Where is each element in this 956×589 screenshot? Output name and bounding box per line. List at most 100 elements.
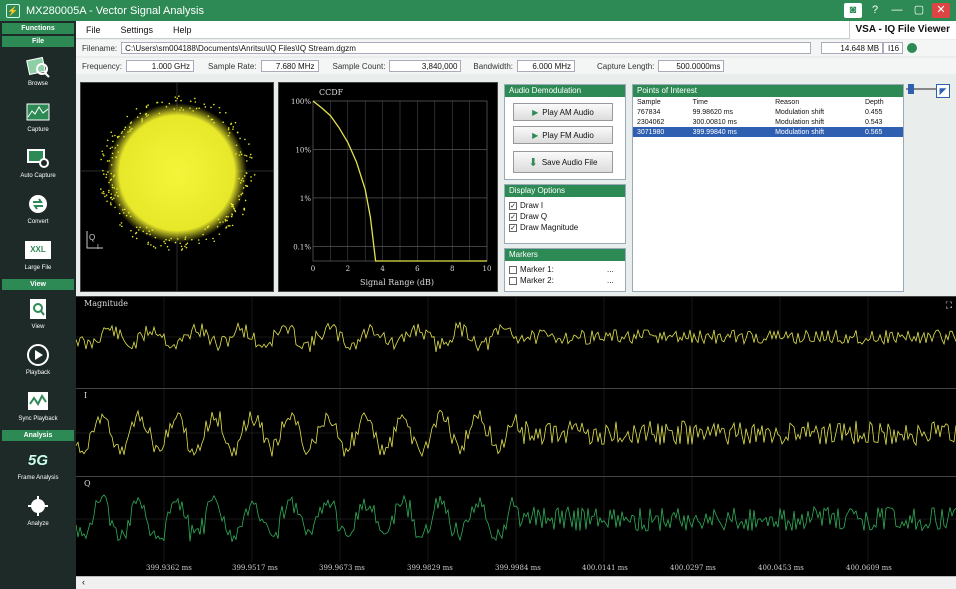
- constellation-point: [233, 208, 236, 210]
- constellation-point: [135, 237, 138, 240]
- constellation-point: [174, 96, 177, 98]
- sidebar-item-large-file[interactable]: XXL Large File: [0, 231, 76, 277]
- constellation-point: [180, 99, 182, 102]
- time-tick: 399.9673 ms: [319, 564, 365, 572]
- constellation-point: [249, 153, 252, 156]
- frequency-field: 1.000 GHz: [126, 60, 195, 72]
- markers-header: Markers: [505, 249, 625, 261]
- constellation-point: [119, 224, 121, 226]
- poi-expand-icon[interactable]: ◤: [936, 84, 950, 98]
- sidebar-item-capture[interactable]: Capture: [0, 93, 76, 139]
- q-trace-panel: Q: [76, 476, 956, 563]
- constellation-point: [207, 115, 210, 118]
- save-audio-file-button[interactable]: ⬇ Save Audio File: [513, 151, 613, 173]
- maximize-button[interactable]: ▢: [913, 4, 925, 16]
- screenshot-camera-icon[interactable]: ◙: [844, 3, 862, 18]
- constellation-point: [104, 195, 106, 198]
- horizontal-scrollbar[interactable]: ‹: [76, 576, 956, 589]
- constellation-point: [117, 195, 119, 197]
- draw-i-checkbox[interactable]: ✓ Draw I: [505, 200, 625, 211]
- constellation-point: [124, 126, 127, 129]
- menu-settings[interactable]: Settings: [120, 24, 154, 35]
- menu-file[interactable]: File: [86, 24, 101, 35]
- sidebar-item-browse[interactable]: Browse: [0, 47, 76, 93]
- constellation-point: [136, 116, 139, 118]
- constellation-point: [239, 137, 241, 140]
- constellation-point: [165, 238, 167, 241]
- q-trace-plot: [76, 477, 956, 563]
- sidebar-item-convert[interactable]: Convert: [0, 185, 76, 231]
- constellation-point: [108, 160, 111, 162]
- constellation-point: [139, 226, 141, 229]
- constellation-point: [227, 128, 230, 131]
- constellation-point: [239, 151, 242, 153]
- fullscreen-icon[interactable]: ⛶: [945, 300, 952, 310]
- sidebar-item-playback[interactable]: Playback: [0, 336, 76, 382]
- constellation-point: [154, 236, 157, 239]
- column-reason[interactable]: Reason: [775, 98, 800, 106]
- frame-analysis-icon: 5G: [24, 447, 52, 473]
- constellation-point: [147, 241, 150, 244]
- constellation-i-label: I: [97, 244, 99, 251]
- table-header-row: Sample Time Reason Depth: [633, 97, 903, 107]
- constellation-point: [231, 224, 234, 227]
- sidebar-file-header: File: [2, 36, 74, 47]
- zoom-slider[interactable]: [906, 84, 950, 94]
- sample-rate-field: 7.680 MHz: [260, 60, 319, 72]
- frequency-label: Frequency:: [82, 61, 123, 71]
- constellation-point: [102, 153, 104, 155]
- sidebar-item-analyze[interactable]: Analyze: [0, 487, 76, 533]
- table-row[interactable]: 2304062 300.00810 ms Modulation shift 0.543: [633, 117, 903, 127]
- constellation-point: [121, 209, 124, 211]
- minimize-button[interactable]: —: [891, 4, 903, 16]
- ccdf-y-tick: 10%: [295, 146, 311, 154]
- constellation-plot: Q I: [81, 83, 273, 291]
- cell-reason: Modulation shift: [775, 108, 825, 116]
- play-fm-label: Play FM Audio: [542, 130, 594, 140]
- constellation-point: [241, 177, 244, 180]
- menu-help[interactable]: Help: [173, 24, 192, 35]
- sidebar-item-view[interactable]: View: [0, 290, 76, 336]
- column-depth[interactable]: Depth: [864, 98, 884, 106]
- ccdf-x-tick: 4: [380, 265, 385, 273]
- sidebar-item-frame-analysis[interactable]: 5G Frame Analysis: [0, 441, 76, 487]
- constellation-point: [197, 239, 200, 241]
- constellation-point: [213, 240, 216, 243]
- constellation-point: [102, 169, 104, 172]
- constellation-point: [114, 134, 116, 137]
- ccdf-y-tick: 100%: [291, 98, 311, 106]
- sidebar-item-auto-capture[interactable]: Auto Capture: [0, 139, 76, 185]
- constellation-point: [250, 180, 252, 182]
- constellation-point: [178, 95, 180, 98]
- marker-2-checkbox[interactable]: Marker 2:...: [505, 275, 625, 286]
- play-am-audio-button[interactable]: ▶ Play AM Audio: [513, 103, 613, 121]
- constellation-point: [134, 232, 137, 235]
- marker-1-checkbox[interactable]: Marker 1:...: [505, 264, 625, 275]
- constellation-point: [181, 248, 184, 250]
- table-row-selected[interactable]: 3071980 399.99840 ms Modulation shift 0.565: [633, 127, 903, 137]
- slider-handle[interactable]: [908, 84, 914, 94]
- constellation-point: [110, 203, 112, 206]
- column-time[interactable]: Time: [692, 98, 708, 106]
- audio-demodulation-panel: Audio Demodulation ▶ Play AM Audio ▶ Play …: [504, 84, 626, 180]
- column-sample[interactable]: Sample: [637, 98, 661, 106]
- close-button[interactable]: ✕: [932, 3, 950, 18]
- constellation-point: [180, 249, 183, 251]
- constellation-point: [177, 238, 179, 240]
- scroll-left-icon[interactable]: ‹: [82, 577, 85, 587]
- constellation-point: [129, 122, 132, 125]
- play-fm-audio-button[interactable]: ▶ Play FM Audio: [513, 126, 613, 144]
- marker-2-label: Marker 2:: [520, 276, 554, 285]
- constellation-point: [228, 132, 231, 134]
- browse-icon: [24, 53, 52, 79]
- sidebar-item-sync-playback[interactable]: Sync Playback: [0, 382, 76, 428]
- constellation-point: [151, 229, 154, 232]
- constellation-point: [147, 114, 150, 116]
- table-row[interactable]: 767834 99.98620 ms Modulation shift 0.455: [633, 107, 903, 117]
- sidebar-label-auto-capture: Auto Capture: [20, 173, 56, 179]
- constellation-point: [130, 121, 133, 123]
- time-tick: 399.9362 ms: [146, 564, 192, 572]
- help-icon[interactable]: ?: [871, 4, 879, 16]
- draw-magnitude-checkbox[interactable]: ✓ Draw Magnitude: [505, 222, 625, 233]
- draw-q-checkbox[interactable]: ✓ Draw Q: [505, 211, 625, 222]
